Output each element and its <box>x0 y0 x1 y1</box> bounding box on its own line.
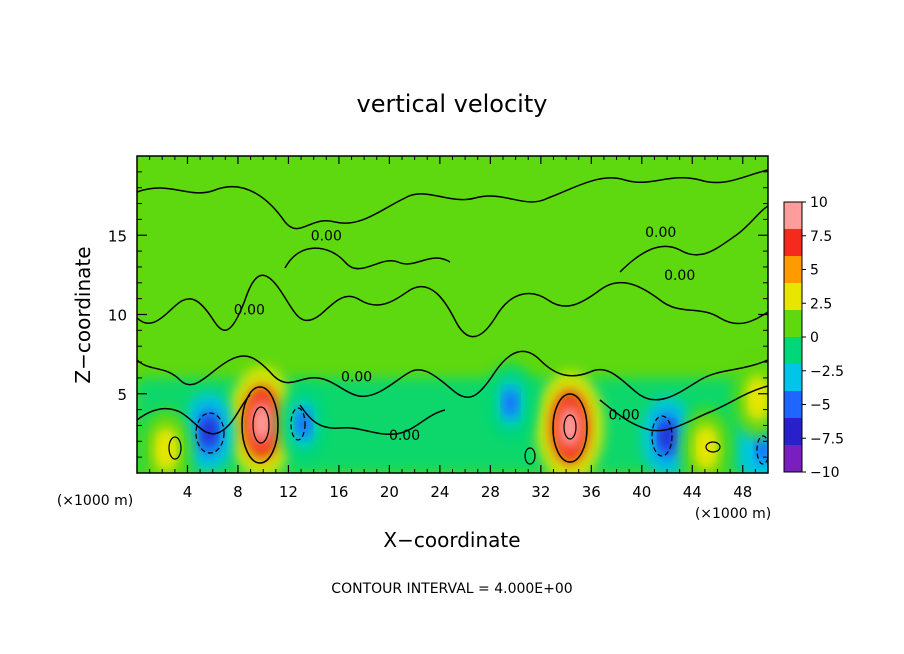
colorbar-swatch <box>784 229 802 257</box>
x-tick-label: 12 <box>279 483 298 501</box>
x-tick-label: 32 <box>531 483 550 501</box>
downdraft-core <box>201 418 217 446</box>
updraft-core <box>251 401 273 443</box>
contour-lines <box>137 169 768 465</box>
contour-zero-lower1 <box>137 350 768 401</box>
contour-updraft-2-inner <box>563 414 577 440</box>
x-tick-label: 8 <box>233 483 243 501</box>
contour-downdraft-1 <box>195 412 225 454</box>
y-tick-label: 5 <box>117 386 127 404</box>
updraft-core <box>750 385 766 413</box>
x-axis-label: X−coordinate <box>383 528 520 552</box>
x-tick-label: 16 <box>329 483 348 501</box>
updraft-core <box>559 406 581 448</box>
colorbar-swatches <box>784 202 802 473</box>
contour-updraft-1 <box>241 386 279 464</box>
contour-small-2 <box>705 441 721 453</box>
contour-label: 0.00 <box>234 303 265 319</box>
x-tick-label: 24 <box>430 483 449 501</box>
contour-label: 0.00 <box>389 428 420 444</box>
contour-downdraft-4 <box>756 435 768 465</box>
colorbar-label: −5 <box>810 398 831 414</box>
colorbar-swatch <box>784 310 802 338</box>
contour-label: 0.00 <box>341 369 372 385</box>
contour-downdraft-2 <box>651 415 673 457</box>
colorbar-label: 7.5 <box>810 229 832 245</box>
x-tick-label: 36 <box>582 483 601 501</box>
field-layer <box>137 358 768 473</box>
contour-zero-lower3 <box>299 404 446 435</box>
contour-small-3 <box>524 447 536 465</box>
contour-label: 0.00 <box>664 268 695 284</box>
y-tick-label: 15 <box>108 227 127 245</box>
contour-label: 0.00 <box>645 225 676 241</box>
colorbar-swatch <box>784 337 802 365</box>
plot-area: 0.000.000.000.000.000.000.00 4 8 12 16 20 24 2… <box>108 155 769 501</box>
x-tick-label: 28 <box>481 483 500 501</box>
colorbar-label: −7.5 <box>810 431 844 447</box>
x-tick-label: 20 <box>380 483 399 501</box>
colorbar-swatch <box>784 256 802 284</box>
x-ticks: 4 8 12 16 20 24 28 32 36 40 44 48 <box>149 156 756 501</box>
x-tick-label: 48 <box>733 483 752 501</box>
downdraft-core <box>503 389 518 417</box>
colorbar-swatch <box>784 418 802 446</box>
contour-zero-lower2 <box>137 394 251 435</box>
contour-zero-mid2 <box>284 247 451 270</box>
contour-updraft-2 <box>552 393 588 463</box>
colorbar-swatch <box>784 391 802 419</box>
x-unit-label: (×1000 m) <box>695 506 771 522</box>
downdraft-core <box>296 410 311 438</box>
x-tick-label: 40 <box>632 483 651 501</box>
y-unit-label: (×1000 m) <box>57 493 133 509</box>
colorbar-label: 2.5 <box>810 296 832 312</box>
contour-label: 0.00 <box>311 228 342 244</box>
colorbar-label: 0 <box>810 330 819 346</box>
colorbar-label: −10 <box>810 465 840 481</box>
contour-labels: 0.00 0.00 0.00 0.00 0.00 0.00 0.00 <box>234 225 696 444</box>
x-tick-label: 4 <box>183 483 193 501</box>
colorbar-swatch <box>784 445 802 473</box>
chart-title: vertical velocity <box>357 90 548 118</box>
contour-zero-mid1 <box>137 274 768 338</box>
contour-zero-lower4 <box>599 385 768 432</box>
colorbar-swatch <box>784 202 802 230</box>
colorbar-label: 10 <box>810 195 828 211</box>
field-blobs <box>140 358 768 473</box>
y-tick-label: 10 <box>108 307 127 325</box>
colorbar-label: −2.5 <box>810 364 844 380</box>
contour-updraft-1-inner <box>252 406 270 444</box>
downdraft-core <box>755 435 768 463</box>
contour-downdraft-3 <box>290 407 306 441</box>
contour-zero-mid3 <box>619 205 768 273</box>
contour-label: 0.00 <box>609 407 640 423</box>
x-tick-label: 44 <box>683 483 702 501</box>
y-ticks: 5 10 15 <box>108 171 768 458</box>
colorbar-label: 5 <box>810 263 819 279</box>
contour-small-1 <box>168 436 182 460</box>
colorbar: 10 7.5 5 2.5 0 −2.5 −5 −7.5 −10 <box>783 195 844 481</box>
colorbar-swatch <box>784 364 802 392</box>
colorbar-labels: 10 7.5 5 2.5 0 −2.5 −5 −7.5 −10 <box>802 195 844 481</box>
colorbar-swatch <box>784 283 802 311</box>
y-axis-label: Z−coordinate <box>71 246 95 383</box>
contour-interval-note: CONTOUR INTERVAL = 4.000E+00 <box>331 581 572 597</box>
contour-zero-upper <box>137 169 768 230</box>
